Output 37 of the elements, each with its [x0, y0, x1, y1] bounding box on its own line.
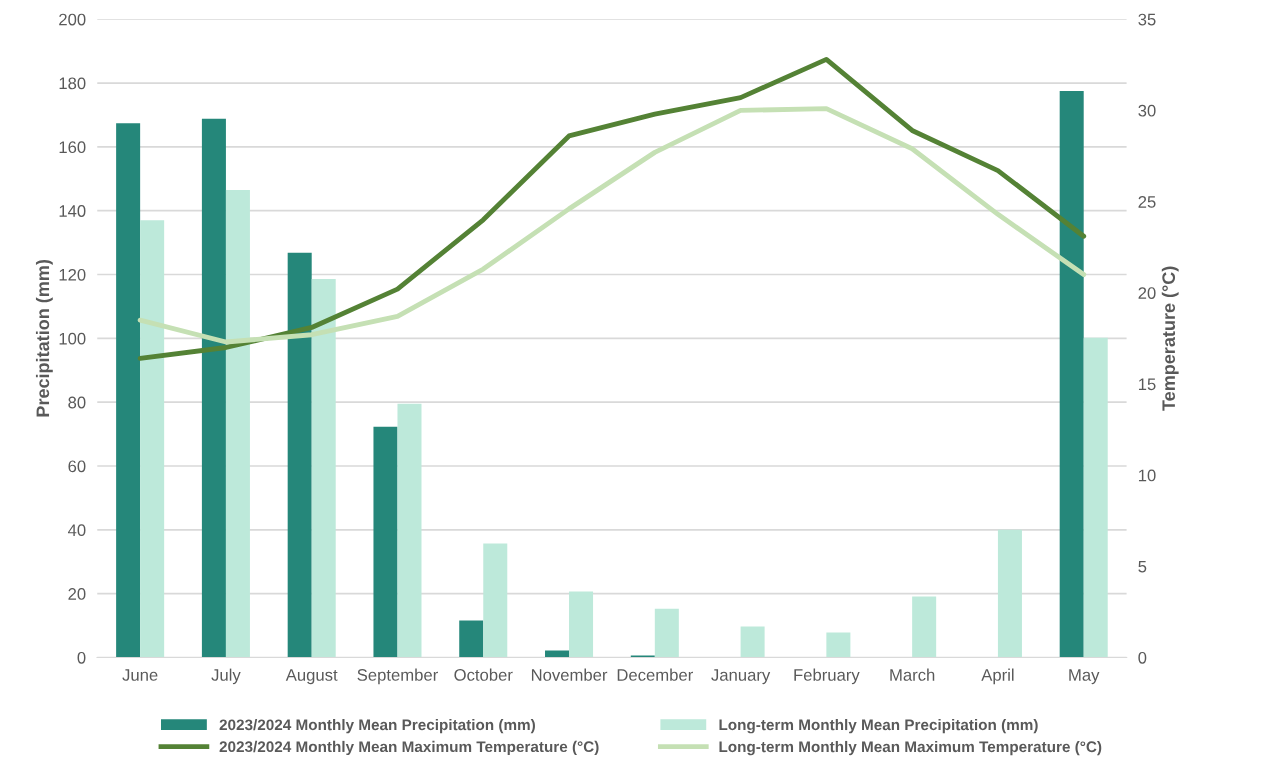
x-tick-label: April	[981, 668, 1014, 685]
x-tick-label: January	[711, 669, 771, 685]
y2-tick-label: 20	[1138, 287, 1156, 299]
x-tick-label: May	[1069, 669, 1100, 685]
y-tick-label: 160	[59, 141, 86, 154]
y-tick-label: 200	[59, 13, 86, 26]
x-tick-label: September	[357, 668, 438, 685]
y-tick-label: 120	[59, 268, 86, 281]
x-tick-label: March	[890, 668, 935, 681]
y2-tick-label: 15	[1138, 378, 1156, 391]
y-tick-label: 20	[68, 588, 86, 600]
y-tick-label: 0	[77, 651, 86, 664]
y-axis-title: Precipitation (mm)	[35, 260, 53, 417]
x-tick-label: October	[454, 668, 513, 681]
legend-label: 2023/2024 Monthly Mean Precipitation (mm)	[219, 718, 535, 734]
legend-label: Long-term Monthly Mean Maximum Temperature (°C)	[719, 740, 1102, 756]
x-tick-label: February	[794, 668, 860, 685]
y-tick-label: 100	[59, 332, 86, 345]
y2-tick-label: 5	[1138, 560, 1147, 573]
x-tick-label: July	[211, 668, 241, 685]
y2-tick-label: 0	[1138, 651, 1147, 664]
legend-label: 2023/2024 Monthly Mean Maximum Temperature (°C)	[219, 740, 599, 756]
y-tick-label: 180	[59, 77, 86, 90]
legend-label: Long-term Monthly Mean Precipitation (mm)	[719, 718, 1038, 734]
y2-tick-label: 30	[1138, 104, 1156, 117]
x-tick-label: June	[122, 669, 158, 681]
y2-axis-title: Temperature (°C)	[1161, 266, 1179, 411]
y2-tick-label: 35	[1138, 13, 1156, 26]
y-tick-label: 40	[67, 524, 86, 537]
y2-tick-label: 25	[1138, 195, 1156, 208]
y-tick-label: 140	[59, 205, 86, 217]
x-tick-label: November	[531, 668, 608, 681]
y2-tick-label: 10	[1138, 469, 1156, 482]
y-tick-label: 60	[68, 460, 86, 473]
x-tick-label: December	[617, 668, 693, 681]
x-tick-label: August	[285, 669, 338, 685]
y-tick-label: 80	[68, 396, 86, 409]
